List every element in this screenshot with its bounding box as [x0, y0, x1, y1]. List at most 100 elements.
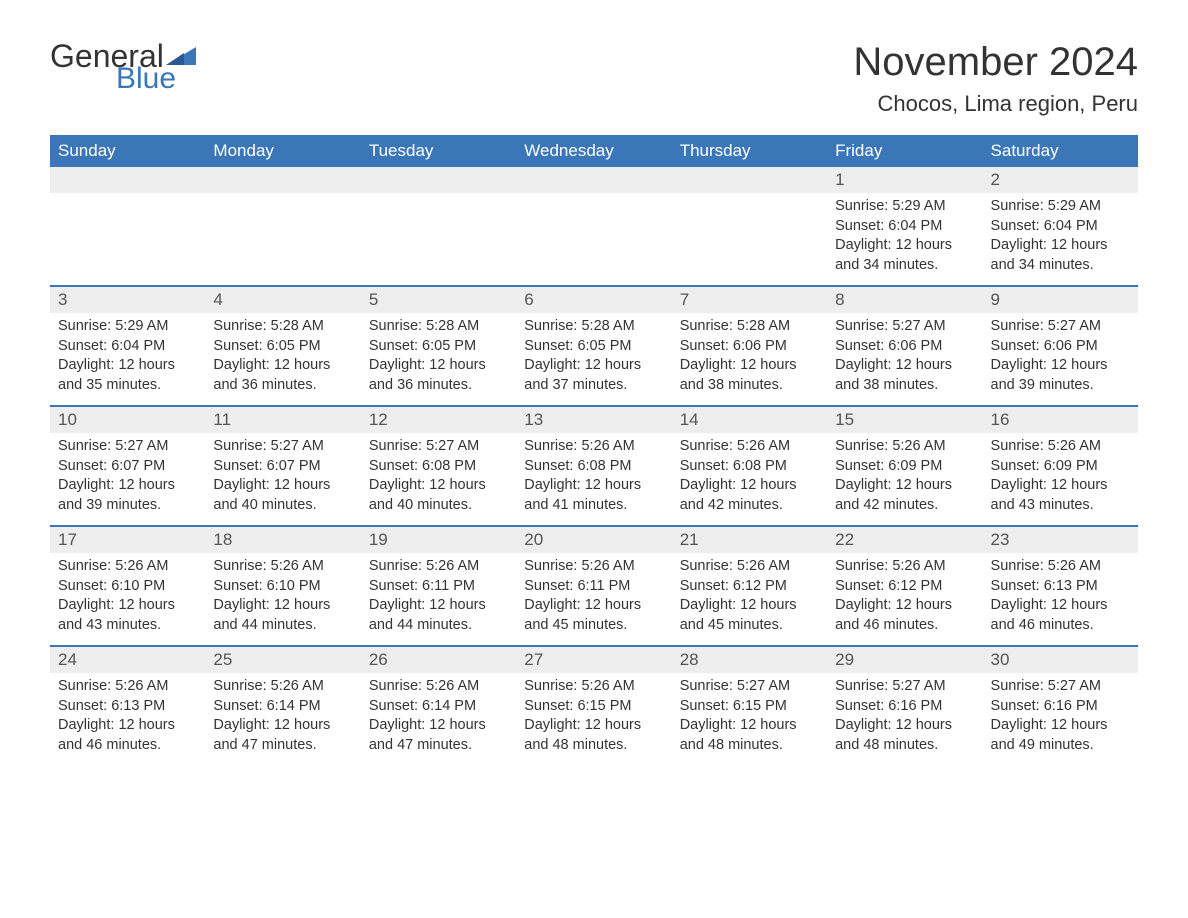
day-number: 14 — [672, 407, 827, 433]
day-cell: 23Sunrise: 5:26 AMSunset: 6:13 PMDayligh… — [983, 527, 1138, 645]
daylight-text: Daylight: 12 hours and 39 minutes. — [991, 356, 1130, 395]
day-body: Sunrise: 5:26 AMSunset: 6:15 PMDaylight:… — [516, 673, 671, 763]
day-cell: 19Sunrise: 5:26 AMSunset: 6:11 PMDayligh… — [361, 527, 516, 645]
brand-logo: General Blue — [50, 40, 196, 94]
day-cell: 8Sunrise: 5:27 AMSunset: 6:06 PMDaylight… — [827, 287, 982, 405]
day-body: Sunrise: 5:26 AMSunset: 6:10 PMDaylight:… — [205, 553, 360, 643]
daylight-text: Daylight: 12 hours and 35 minutes. — [58, 356, 197, 395]
sunrise-text: Sunrise: 5:27 AM — [680, 677, 819, 697]
day-number: 1 — [827, 167, 982, 193]
day-body: Sunrise: 5:27 AMSunset: 6:15 PMDaylight:… — [672, 673, 827, 763]
week-row: 3Sunrise: 5:29 AMSunset: 6:04 PMDaylight… — [50, 285, 1138, 405]
daylight-text: Daylight: 12 hours and 38 minutes. — [835, 356, 974, 395]
day-number: 5 — [361, 287, 516, 313]
daylight-text: Daylight: 12 hours and 43 minutes. — [58, 596, 197, 635]
sunset-text: Sunset: 6:08 PM — [680, 457, 819, 477]
day-cell: 25Sunrise: 5:26 AMSunset: 6:14 PMDayligh… — [205, 647, 360, 765]
sunset-text: Sunset: 6:16 PM — [991, 697, 1130, 717]
day-cell: 3Sunrise: 5:29 AMSunset: 6:04 PMDaylight… — [50, 287, 205, 405]
sunrise-text: Sunrise: 5:26 AM — [835, 437, 974, 457]
sunset-text: Sunset: 6:12 PM — [835, 577, 974, 597]
day-cell — [205, 167, 360, 285]
day-number: 26 — [361, 647, 516, 673]
sunset-text: Sunset: 6:06 PM — [835, 337, 974, 357]
day-cell — [361, 167, 516, 285]
empty-day-band — [516, 167, 671, 193]
day-cell: 11Sunrise: 5:27 AMSunset: 6:07 PMDayligh… — [205, 407, 360, 525]
day-cell: 21Sunrise: 5:26 AMSunset: 6:12 PMDayligh… — [672, 527, 827, 645]
day-body: Sunrise: 5:26 AMSunset: 6:13 PMDaylight:… — [50, 673, 205, 763]
daylight-text: Daylight: 12 hours and 39 minutes. — [58, 476, 197, 515]
sunrise-text: Sunrise: 5:26 AM — [524, 557, 663, 577]
daylight-text: Daylight: 12 hours and 37 minutes. — [524, 356, 663, 395]
day-body: Sunrise: 5:26 AMSunset: 6:11 PMDaylight:… — [516, 553, 671, 643]
day-number: 22 — [827, 527, 982, 553]
sunset-text: Sunset: 6:08 PM — [369, 457, 508, 477]
sunset-text: Sunset: 6:07 PM — [58, 457, 197, 477]
daylight-text: Daylight: 12 hours and 38 minutes. — [680, 356, 819, 395]
brand-part2: Blue — [116, 64, 196, 94]
sunrise-text: Sunrise: 5:26 AM — [524, 677, 663, 697]
sunset-text: Sunset: 6:13 PM — [58, 697, 197, 717]
daylight-text: Daylight: 12 hours and 46 minutes. — [991, 596, 1130, 635]
sunrise-text: Sunrise: 5:27 AM — [835, 677, 974, 697]
day-cell: 29Sunrise: 5:27 AMSunset: 6:16 PMDayligh… — [827, 647, 982, 765]
day-cell: 7Sunrise: 5:28 AMSunset: 6:06 PMDaylight… — [672, 287, 827, 405]
sunset-text: Sunset: 6:04 PM — [991, 217, 1130, 237]
day-cell: 15Sunrise: 5:26 AMSunset: 6:09 PMDayligh… — [827, 407, 982, 525]
sunrise-text: Sunrise: 5:26 AM — [213, 557, 352, 577]
day-body: Sunrise: 5:26 AMSunset: 6:10 PMDaylight:… — [50, 553, 205, 643]
weekday-header: Thursday — [672, 135, 827, 167]
day-cell: 5Sunrise: 5:28 AMSunset: 6:05 PMDaylight… — [361, 287, 516, 405]
sunset-text: Sunset: 6:07 PM — [213, 457, 352, 477]
sunrise-text: Sunrise: 5:26 AM — [369, 557, 508, 577]
daylight-text: Daylight: 12 hours and 43 minutes. — [991, 476, 1130, 515]
day-number: 7 — [672, 287, 827, 313]
weekday-header: Friday — [827, 135, 982, 167]
sunset-text: Sunset: 6:11 PM — [524, 577, 663, 597]
sunset-text: Sunset: 6:06 PM — [991, 337, 1130, 357]
day-number: 24 — [50, 647, 205, 673]
day-cell: 24Sunrise: 5:26 AMSunset: 6:13 PMDayligh… — [50, 647, 205, 765]
sunrise-text: Sunrise: 5:28 AM — [213, 317, 352, 337]
sunset-text: Sunset: 6:11 PM — [369, 577, 508, 597]
day-number: 11 — [205, 407, 360, 433]
sunset-text: Sunset: 6:13 PM — [991, 577, 1130, 597]
daylight-text: Daylight: 12 hours and 40 minutes. — [213, 476, 352, 515]
daylight-text: Daylight: 12 hours and 46 minutes. — [58, 716, 197, 755]
day-body: Sunrise: 5:26 AMSunset: 6:12 PMDaylight:… — [672, 553, 827, 643]
daylight-text: Daylight: 12 hours and 45 minutes. — [524, 596, 663, 635]
day-body: Sunrise: 5:27 AMSunset: 6:08 PMDaylight:… — [361, 433, 516, 523]
day-body: Sunrise: 5:26 AMSunset: 6:08 PMDaylight:… — [516, 433, 671, 523]
sunset-text: Sunset: 6:09 PM — [991, 457, 1130, 477]
sunrise-text: Sunrise: 5:27 AM — [835, 317, 974, 337]
calendar: Sunday Monday Tuesday Wednesday Thursday… — [50, 135, 1138, 765]
day-number: 15 — [827, 407, 982, 433]
daylight-text: Daylight: 12 hours and 34 minutes. — [991, 236, 1130, 275]
sunrise-text: Sunrise: 5:29 AM — [58, 317, 197, 337]
day-body: Sunrise: 5:26 AMSunset: 6:11 PMDaylight:… — [361, 553, 516, 643]
sunset-text: Sunset: 6:15 PM — [524, 697, 663, 717]
sunrise-text: Sunrise: 5:26 AM — [524, 437, 663, 457]
weekday-header: Tuesday — [361, 135, 516, 167]
day-cell: 9Sunrise: 5:27 AMSunset: 6:06 PMDaylight… — [983, 287, 1138, 405]
day-body: Sunrise: 5:26 AMSunset: 6:09 PMDaylight:… — [983, 433, 1138, 523]
day-body: Sunrise: 5:26 AMSunset: 6:14 PMDaylight:… — [361, 673, 516, 763]
sunset-text: Sunset: 6:14 PM — [369, 697, 508, 717]
empty-day-band — [205, 167, 360, 193]
sunrise-text: Sunrise: 5:27 AM — [991, 677, 1130, 697]
day-number: 3 — [50, 287, 205, 313]
daylight-text: Daylight: 12 hours and 48 minutes. — [524, 716, 663, 755]
day-number: 28 — [672, 647, 827, 673]
weekday-header: Monday — [205, 135, 360, 167]
sunset-text: Sunset: 6:10 PM — [58, 577, 197, 597]
day-number: 12 — [361, 407, 516, 433]
day-number: 9 — [983, 287, 1138, 313]
day-number: 21 — [672, 527, 827, 553]
day-number: 18 — [205, 527, 360, 553]
daylight-text: Daylight: 12 hours and 44 minutes. — [213, 596, 352, 635]
weekday-header: Wednesday — [516, 135, 671, 167]
sunset-text: Sunset: 6:06 PM — [680, 337, 819, 357]
weeks-container: 1Sunrise: 5:29 AMSunset: 6:04 PMDaylight… — [50, 167, 1138, 765]
sunrise-text: Sunrise: 5:28 AM — [369, 317, 508, 337]
